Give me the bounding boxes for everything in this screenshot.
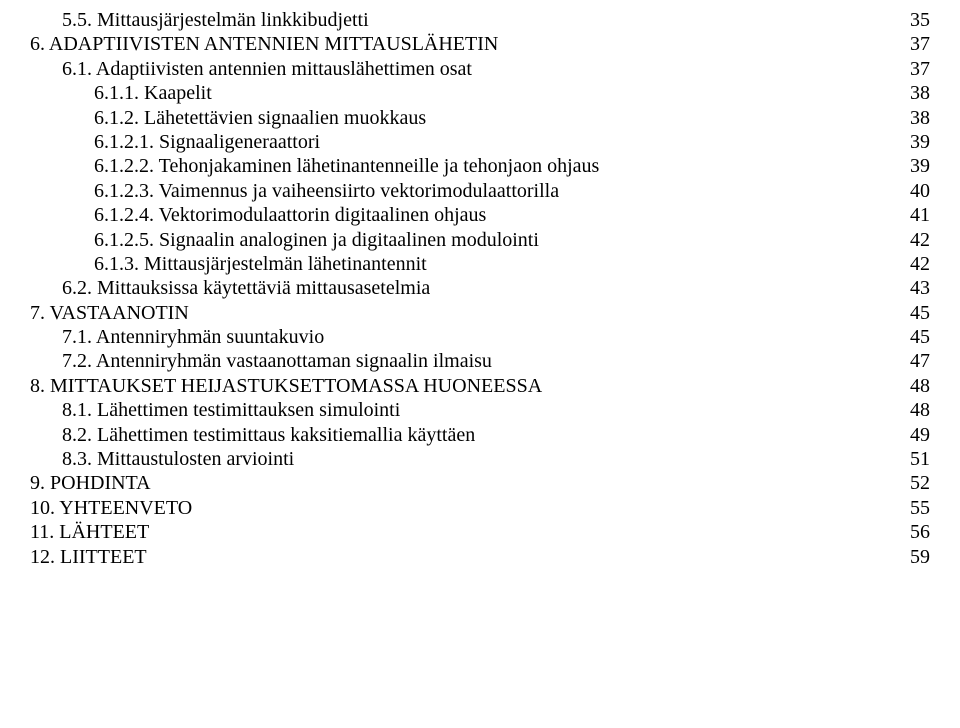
- toc-entry-label: 6.1.2.2. Tehonjakaminen lähetinantenneil…: [94, 154, 599, 178]
- toc-entry-page: 39: [910, 154, 930, 178]
- toc-entry-label: 6.1.3. Mittausjärjestelmän lähetinantenn…: [94, 252, 427, 276]
- toc-entry-page: 41: [910, 203, 930, 227]
- toc-entry-page: 37: [910, 57, 930, 81]
- toc-entry-label: 6.1.2.1. Signaaligeneraattori: [94, 130, 320, 154]
- toc-entry-page: 40: [910, 179, 930, 203]
- toc-entry-page: 42: [910, 252, 930, 276]
- toc-entry: 7.1. Antenniryhmän suuntakuvio 45: [30, 325, 930, 349]
- toc-entry: 8.3. Mittaustulosten arviointi 51: [30, 447, 930, 471]
- toc-entry-page: 38: [910, 106, 930, 130]
- toc-entry: 6.1.1. Kaapelit 38: [30, 81, 930, 105]
- toc-entry: 10. YHTEENVETO 55: [30, 496, 930, 520]
- toc-entry: 6.1.2.3. Vaimennus ja vaiheensiirto vekt…: [30, 179, 930, 203]
- toc-entry: 8. MITTAUKSET HEIJASTUKSETTOMASSA HUONEE…: [30, 374, 930, 398]
- toc-entry-page: 55: [910, 496, 930, 520]
- toc-entry-label: 7.1. Antenniryhmän suuntakuvio: [62, 325, 324, 349]
- toc-entry-page: 42: [910, 228, 930, 252]
- toc-entry-page: 35: [910, 8, 930, 32]
- toc-entry: 8.1. Lähettimen testimittauksen simuloin…: [30, 398, 930, 422]
- toc-entry-page: 48: [910, 398, 930, 422]
- toc-entry: 7.2. Antenniryhmän vastaanottaman signaa…: [30, 349, 930, 373]
- toc-entry: 6.1.3. Mittausjärjestelmän lähetinantenn…: [30, 252, 930, 276]
- toc-entry-label: 6. ADAPTIIVISTEN ANTENNIEN MITTAUSLÄHETI…: [30, 32, 498, 56]
- toc-entry: 6.1. Adaptiivisten antennien mittauslähe…: [30, 57, 930, 81]
- toc-entry: 12. LIITTEET 59: [30, 545, 930, 569]
- toc-entry-page: 45: [910, 325, 930, 349]
- toc-entry-page: 49: [910, 423, 930, 447]
- toc-entry-page: 47: [910, 349, 930, 373]
- toc-entry-label: 6.1.1. Kaapelit: [94, 81, 212, 105]
- toc-page: 5.5. Mittausjärjestelmän linkkibudjetti 3…: [0, 0, 960, 569]
- toc-entry-label: 8. MITTAUKSET HEIJASTUKSETTOMASSA HUONEE…: [30, 374, 542, 398]
- toc-entry: 7. VASTAANOTIN 45: [30, 301, 930, 325]
- toc-entry: 6.1.2. Lähetettävien signaalien muokkaus…: [30, 106, 930, 130]
- toc-entry-label: 7. VASTAANOTIN: [30, 301, 189, 325]
- toc-entry-label: 8.2. Lähettimen testimittaus kaksitiemal…: [62, 423, 475, 447]
- toc-entry: 5.5. Mittausjärjestelmän linkkibudjetti 3…: [30, 8, 930, 32]
- toc-entry-label: 6.1. Adaptiivisten antennien mittauslähe…: [62, 57, 472, 81]
- toc-entry-label: 8.1. Lähettimen testimittauksen simuloin…: [62, 398, 400, 422]
- toc-entry-label: 7.2. Antenniryhmän vastaanottaman signaa…: [62, 349, 492, 373]
- toc-entry-page: 45: [910, 301, 930, 325]
- toc-entry: 6.1.2.1. Signaaligeneraattori 39: [30, 130, 930, 154]
- toc-entry-page: 48: [910, 374, 930, 398]
- toc-entry-page: 43: [910, 276, 930, 300]
- toc-entry-label: 10. YHTEENVETO: [30, 496, 192, 520]
- toc-entry-page: 52: [910, 471, 930, 495]
- toc-entry-page: 51: [910, 447, 930, 471]
- toc-entry-label: 6.1.2. Lähetettävien signaalien muokkaus: [94, 106, 426, 130]
- toc-entry-label: 12. LIITTEET: [30, 545, 147, 569]
- toc-entry-page: 39: [910, 130, 930, 154]
- toc-entry: 8.2. Lähettimen testimittaus kaksitiemal…: [30, 423, 930, 447]
- toc-entry: 9. POHDINTA 52: [30, 471, 930, 495]
- toc-entry-label: 5.5. Mittausjärjestelmän linkkibudjetti: [62, 8, 369, 32]
- toc-entry-page: 37: [910, 32, 930, 56]
- toc-entry: 6.1.2.2. Tehonjakaminen lähetinantenneil…: [30, 154, 930, 178]
- toc-entry-label: 6.1.2.5. Signaalin analoginen ja digitaa…: [94, 228, 539, 252]
- toc-entry-page: 56: [910, 520, 930, 544]
- toc-entry-label: 6.2. Mittauksissa käytettäviä mittausase…: [62, 276, 430, 300]
- toc-entry-label: 6.1.2.3. Vaimennus ja vaiheensiirto vekt…: [94, 179, 559, 203]
- toc-entry: 6.1.2.4. Vektorimodulaattorin digitaalin…: [30, 203, 930, 227]
- toc-entry-label: 6.1.2.4. Vektorimodulaattorin digitaalin…: [94, 203, 486, 227]
- toc-entry-page: 38: [910, 81, 930, 105]
- toc-entry: 6.2. Mittauksissa käytettäviä mittausase…: [30, 276, 930, 300]
- toc-entry: 6.1.2.5. Signaalin analoginen ja digitaa…: [30, 228, 930, 252]
- toc-entry-page: 59: [910, 545, 930, 569]
- toc-entry-label: 11. LÄHTEET: [30, 520, 149, 544]
- toc-entry-label: 8.3. Mittaustulosten arviointi: [62, 447, 294, 471]
- toc-entry: 11. LÄHTEET 56: [30, 520, 930, 544]
- toc-entry-label: 9. POHDINTA: [30, 471, 151, 495]
- toc-entry: 6. ADAPTIIVISTEN ANTENNIEN MITTAUSLÄHETI…: [30, 32, 930, 56]
